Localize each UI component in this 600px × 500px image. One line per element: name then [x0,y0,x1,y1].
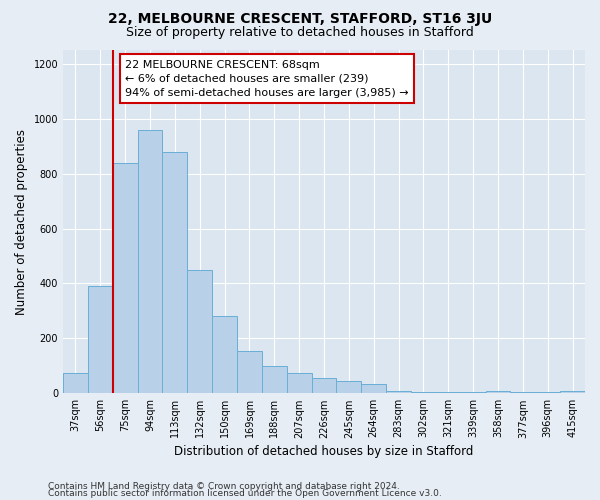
Bar [485,390,511,394]
Bar [212,316,237,394]
Bar [163,152,187,394]
Bar [411,392,436,394]
Bar [311,378,337,394]
Bar [187,270,212,394]
Text: Contains HM Land Registry data © Crown copyright and database right 2024.: Contains HM Land Registry data © Crown c… [48,482,400,491]
Bar [63,372,88,394]
Bar [287,372,311,394]
Bar [386,390,411,394]
Bar [461,392,485,394]
Bar [237,350,262,394]
Bar [113,162,137,394]
Bar [137,130,163,394]
Text: Size of property relative to detached houses in Stafford: Size of property relative to detached ho… [126,26,474,39]
Bar [560,390,585,394]
Y-axis label: Number of detached properties: Number of detached properties [15,128,28,314]
Bar [262,366,287,394]
Bar [337,381,361,394]
Bar [535,392,560,394]
Bar [88,286,113,394]
Bar [511,392,535,394]
Text: Contains public sector information licensed under the Open Government Licence v3: Contains public sector information licen… [48,490,442,498]
Text: 22, MELBOURNE CRESCENT, STAFFORD, ST16 3JU: 22, MELBOURNE CRESCENT, STAFFORD, ST16 3… [108,12,492,26]
Bar [436,392,461,394]
Text: 22 MELBOURNE CRESCENT: 68sqm
← 6% of detached houses are smaller (239)
94% of se: 22 MELBOURNE CRESCENT: 68sqm ← 6% of det… [125,60,409,98]
Bar [361,384,386,394]
X-axis label: Distribution of detached houses by size in Stafford: Distribution of detached houses by size … [175,444,474,458]
